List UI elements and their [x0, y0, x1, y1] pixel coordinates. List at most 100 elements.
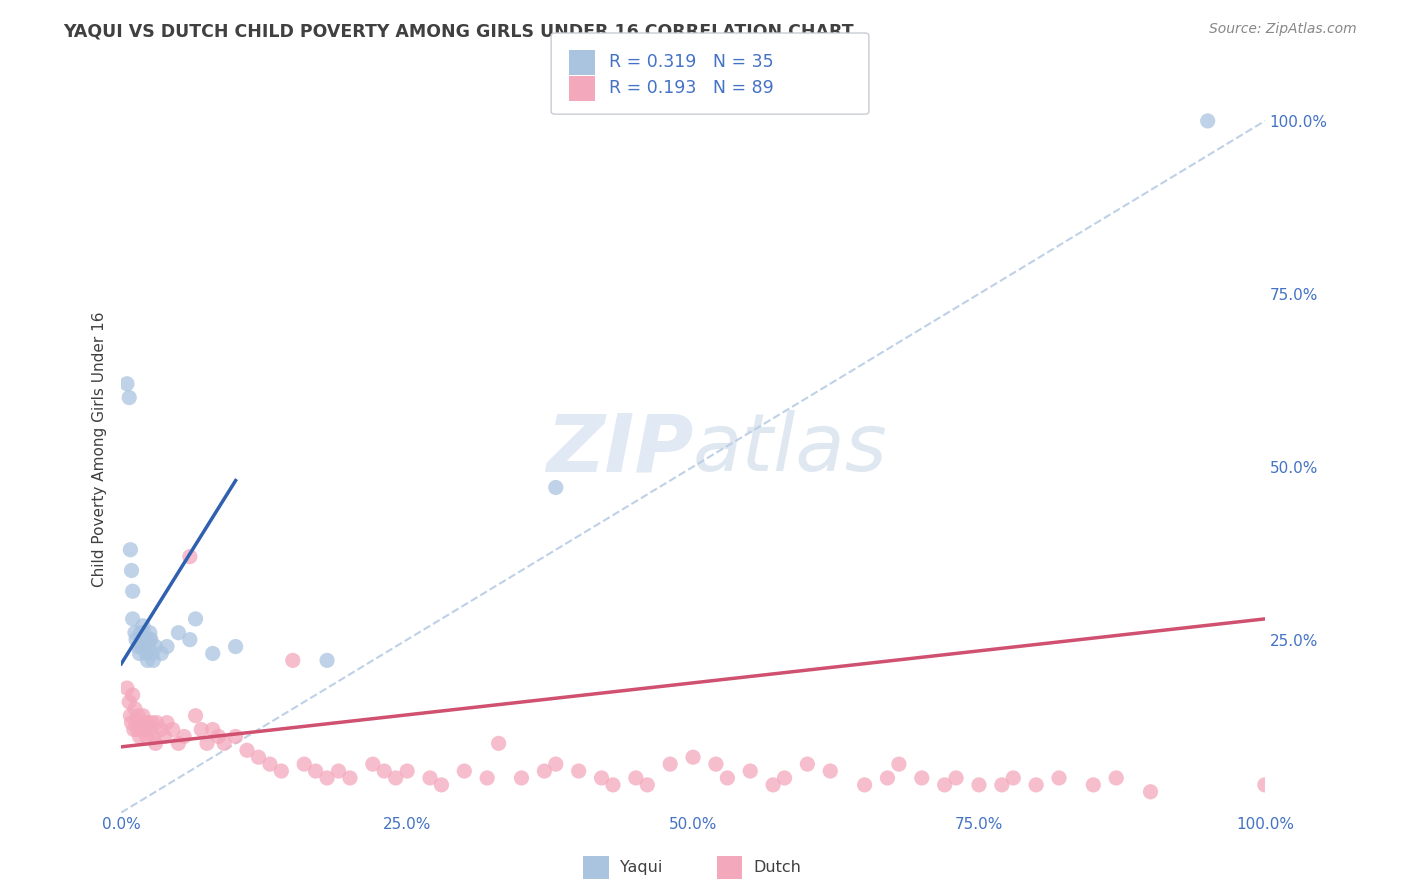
Point — [1197, 114, 1219, 128]
Point — [118, 695, 141, 709]
Text: ZIP: ZIP — [546, 410, 693, 489]
Point — [131, 640, 153, 654]
Point — [934, 778, 956, 792]
Point — [682, 750, 704, 764]
Point — [967, 778, 990, 792]
Point — [127, 708, 149, 723]
Point — [225, 730, 247, 744]
Point — [624, 771, 647, 785]
Point — [120, 542, 142, 557]
Point — [184, 612, 207, 626]
Point — [1047, 771, 1070, 785]
Point — [120, 708, 142, 723]
Point — [156, 715, 179, 730]
Point — [201, 723, 224, 737]
Point — [207, 730, 229, 744]
Y-axis label: Child Poverty Among Girls Under 16: Child Poverty Among Girls Under 16 — [93, 311, 107, 587]
Point — [128, 647, 150, 661]
Point — [139, 723, 162, 737]
Point — [316, 653, 339, 667]
Point — [179, 632, 201, 647]
Point — [132, 625, 155, 640]
Point — [430, 778, 453, 792]
Point — [591, 771, 613, 785]
Point — [762, 778, 785, 792]
Point — [190, 723, 212, 737]
Point — [115, 681, 138, 695]
Point — [145, 640, 167, 654]
Point — [602, 778, 624, 792]
Point — [704, 757, 727, 772]
Point — [132, 619, 155, 633]
Text: Source: ZipAtlas.com: Source: ZipAtlas.com — [1209, 22, 1357, 37]
Point — [225, 640, 247, 654]
Text: atlas: atlas — [693, 410, 887, 489]
Point — [1025, 778, 1047, 792]
Point — [236, 743, 259, 757]
Point — [129, 625, 152, 640]
Point — [796, 757, 818, 772]
Text: R = 0.193   N = 89: R = 0.193 N = 89 — [609, 79, 773, 97]
Point — [135, 730, 157, 744]
Point — [911, 771, 934, 785]
Point — [132, 708, 155, 723]
Point — [139, 632, 162, 647]
Point — [270, 764, 292, 778]
Point — [173, 730, 195, 744]
Point — [740, 764, 762, 778]
Point — [135, 647, 157, 661]
Point — [419, 771, 441, 785]
Point — [659, 757, 682, 772]
Point — [316, 771, 339, 785]
Point — [533, 764, 555, 778]
Point — [141, 647, 163, 661]
Point — [167, 625, 190, 640]
Point — [167, 736, 190, 750]
Point — [134, 723, 156, 737]
Point — [132, 640, 155, 654]
Point — [1254, 778, 1277, 792]
Point — [145, 715, 167, 730]
Point — [544, 757, 567, 772]
Text: YAQUI VS DUTCH CHILD POVERTY AMONG GIRLS UNDER 16 CORRELATION CHART: YAQUI VS DUTCH CHILD POVERTY AMONG GIRLS… — [63, 22, 853, 40]
Point — [118, 391, 141, 405]
Point — [1105, 771, 1128, 785]
Point — [184, 708, 207, 723]
Point — [488, 736, 510, 750]
Point — [145, 736, 167, 750]
Point — [150, 647, 173, 661]
Point — [139, 632, 162, 647]
Point — [453, 764, 475, 778]
Point — [373, 764, 395, 778]
Point — [820, 764, 842, 778]
Point — [131, 632, 153, 647]
Point — [1139, 785, 1161, 799]
Point — [212, 736, 235, 750]
Point — [121, 584, 143, 599]
Text: Yaqui: Yaqui — [620, 860, 662, 875]
Point — [121, 715, 143, 730]
Point — [138, 640, 160, 654]
Point — [121, 612, 143, 626]
Point — [127, 640, 149, 654]
Point — [139, 625, 162, 640]
Point — [131, 723, 153, 737]
Point — [887, 757, 910, 772]
Point — [141, 715, 163, 730]
Point — [1083, 778, 1105, 792]
Point — [477, 771, 499, 785]
Point — [716, 771, 738, 785]
Point — [134, 632, 156, 647]
Point — [153, 730, 176, 744]
Point — [124, 702, 146, 716]
Point — [544, 481, 567, 495]
Point — [156, 640, 179, 654]
Point — [304, 764, 326, 778]
Point — [136, 653, 159, 667]
Point — [361, 757, 384, 772]
Point — [568, 764, 591, 778]
Text: Dutch: Dutch — [754, 860, 801, 875]
Point — [136, 715, 159, 730]
Point — [292, 757, 315, 772]
Point — [142, 653, 165, 667]
